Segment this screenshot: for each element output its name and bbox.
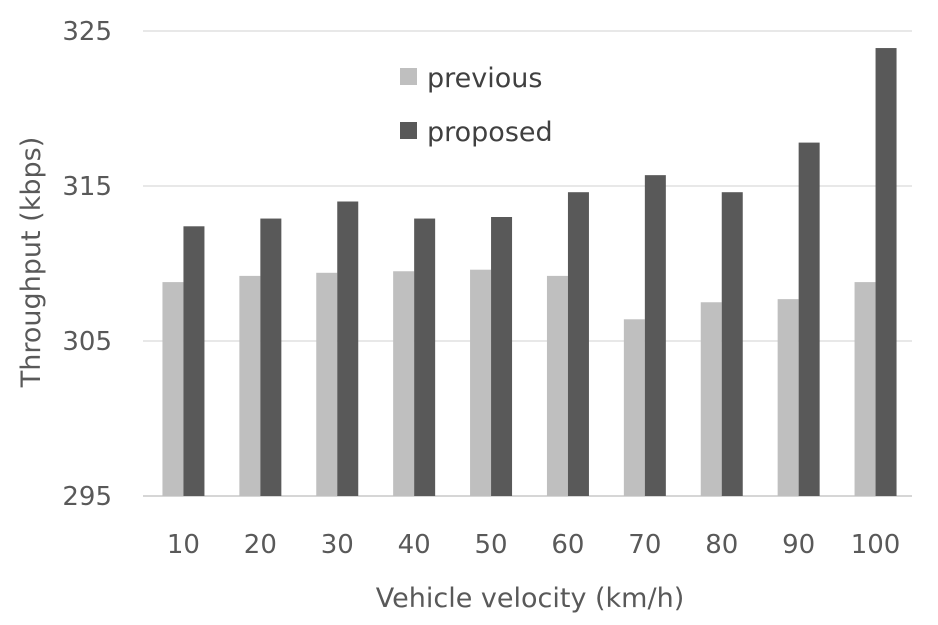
y-tick-labels: 295 305 315 325	[62, 17, 112, 512]
x-tick-label: 100	[851, 530, 901, 560]
x-tick-label: 30	[321, 530, 354, 560]
y-axis-title: Throughput (kbps)	[16, 137, 47, 388]
bar-previous-90	[777, 299, 799, 496]
bar-previous-30	[316, 272, 338, 496]
x-tick-label: 20	[244, 530, 277, 560]
legend-swatch-previous	[400, 68, 417, 85]
bar-previous-100	[854, 282, 876, 496]
x-tick-label: 40	[398, 530, 431, 560]
bar-previous-20	[239, 275, 261, 496]
bar-previous-70	[623, 319, 645, 496]
bar-previous-40	[393, 271, 415, 496]
legend-label-previous: previous	[427, 63, 542, 94]
bar-proposed-60	[567, 192, 589, 496]
bar-previous-60	[546, 275, 568, 496]
y-tick-label: 315	[62, 172, 112, 202]
bar-previous-10	[162, 282, 184, 496]
bar-proposed-90	[798, 142, 820, 496]
legend: previous proposed	[400, 63, 553, 148]
bar-proposed-70	[644, 175, 666, 496]
legend-label-proposed: proposed	[427, 117, 553, 148]
x-tick-labels: 10 20 30 40 50 60 70 80 90 100	[167, 530, 900, 560]
bar-proposed-20	[260, 218, 282, 497]
bar-proposed-10	[183, 226, 205, 497]
y-tick-label: 325	[62, 17, 112, 47]
x-tick-label: 50	[475, 530, 508, 560]
x-axis-title: Vehicle velocity (km/h)	[376, 583, 684, 614]
x-tick-label: 80	[705, 530, 738, 560]
bars	[162, 48, 897, 497]
bar-proposed-50	[491, 217, 513, 496]
bar-proposed-40	[414, 218, 436, 497]
x-tick-label: 70	[628, 530, 661, 560]
bar-proposed-30	[337, 201, 359, 496]
x-tick-label: 10	[167, 530, 200, 560]
bar-proposed-100	[875, 48, 897, 497]
y-tick-label: 305	[62, 327, 112, 357]
bar-previous-50	[470, 269, 492, 496]
x-tick-label: 90	[782, 530, 815, 560]
legend-swatch-proposed	[400, 122, 417, 139]
x-tick-label: 60	[551, 530, 584, 560]
bar-previous-80	[700, 302, 722, 496]
bar-proposed-80	[721, 192, 743, 496]
y-tick-label: 295	[62, 482, 112, 512]
